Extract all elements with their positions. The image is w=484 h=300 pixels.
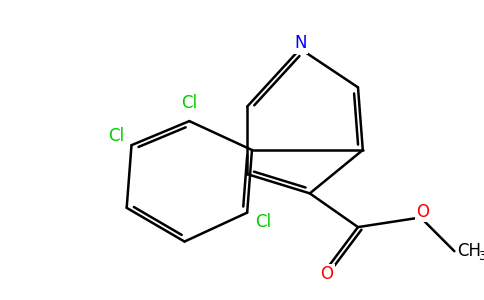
Text: Cl: Cl — [108, 127, 124, 145]
Text: O: O — [320, 265, 333, 283]
Text: CH: CH — [457, 242, 481, 260]
Text: 3: 3 — [478, 250, 484, 263]
Text: Cl: Cl — [182, 94, 197, 112]
Text: O: O — [417, 203, 429, 221]
Text: N: N — [294, 34, 306, 52]
Text: Cl: Cl — [255, 213, 271, 231]
